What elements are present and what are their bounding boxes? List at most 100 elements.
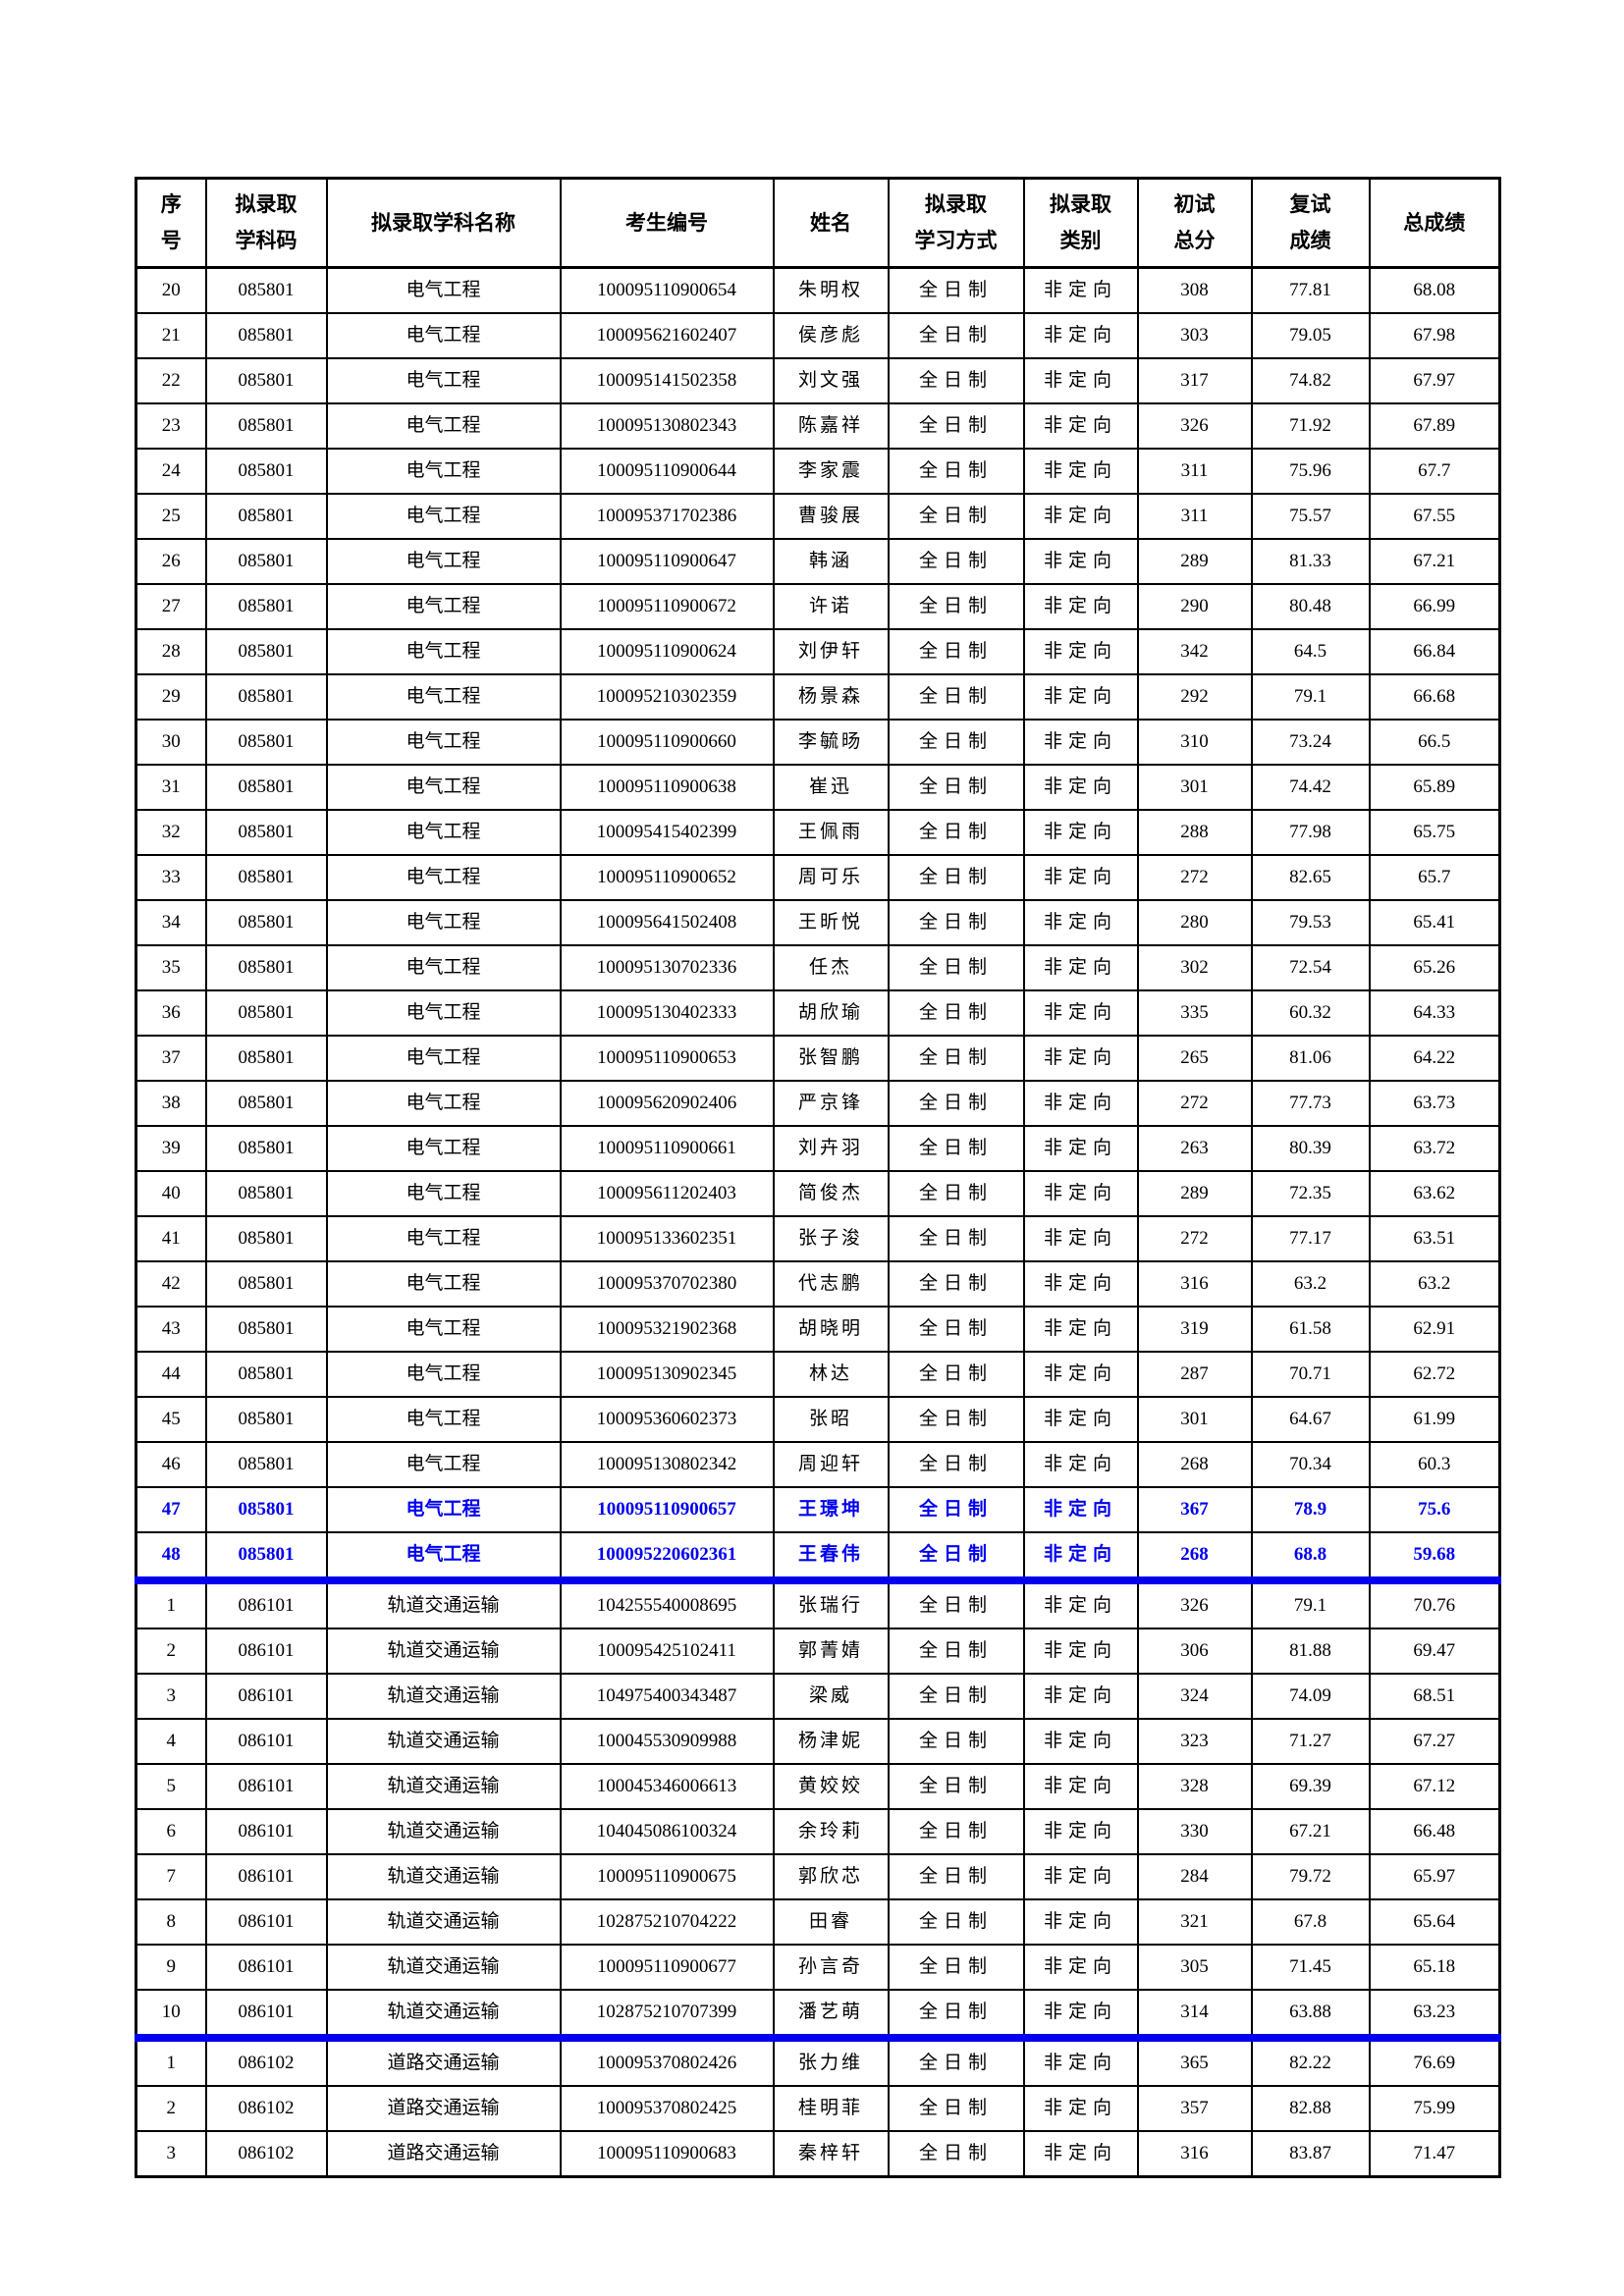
table-body: 20 085801 电气工程 100095110900654 朱明权 全日制 非… — [135, 266, 1501, 2178]
cell-category: 非定向 — [1022, 357, 1139, 404]
cell-total-score: 67.55 — [1368, 493, 1501, 540]
cell-total-score: 67.12 — [1368, 1763, 1501, 1810]
cell-study-mode: 全日制 — [887, 1441, 1025, 1488]
cell-name: 曹骏展 — [772, 493, 890, 540]
cell-study-mode: 全日制 — [887, 538, 1025, 585]
header-retest-score: 复试 成绩 — [1250, 177, 1371, 269]
table-row: 35 085801 电气工程 100095130702336 任杰 全日制 非定… — [135, 944, 1501, 991]
cell-candidate-no: 100095321902368 — [559, 1306, 775, 1353]
cell-total-score: 66.99 — [1368, 583, 1501, 630]
cell-subject-name: 电气工程 — [325, 1306, 562, 1353]
table-row: 1 086101 轨道交通运输 104255540008695 张瑞行 全日制 … — [135, 1576, 1501, 1629]
cell-candidate-no: 102875210704222 — [559, 1898, 775, 1946]
cell-retest-score: 80.39 — [1250, 1125, 1371, 1172]
cell-subject-code: 085801 — [204, 1125, 328, 1172]
table-row: 45 085801 电气工程 100095360602373 张昭 全日制 非定… — [135, 1396, 1501, 1443]
header-subject-name: 拟录取学科名称 — [325, 177, 562, 269]
table-row: 27 085801 电气工程 100095110900672 许诺 全日制 非定… — [135, 583, 1501, 630]
cell-subject-name: 道路交通运输 — [325, 2034, 562, 2087]
cell-subject-name: 电气工程 — [325, 989, 562, 1037]
cell-candidate-no: 100095110900644 — [559, 448, 775, 495]
cell-study-mode: 全日制 — [887, 1486, 1025, 1533]
cell-initial-score: 323 — [1136, 1718, 1253, 1765]
cell-category: 非定向 — [1022, 1673, 1139, 1720]
cell-study-mode: 全日制 — [887, 1628, 1025, 1675]
cell-initial-score: 311 — [1136, 448, 1253, 495]
cell-category: 非定向 — [1022, 402, 1139, 450]
table-row: 10 086101 轨道交通运输 102875210707399 潘艺萌 全日制… — [135, 1989, 1501, 2039]
cell-name: 李毓旸 — [772, 719, 890, 766]
header-name: 姓名 — [772, 177, 890, 269]
cell-subject-code: 085801 — [204, 538, 328, 585]
table-row: 28 085801 电气工程 100095110900624 刘伊轩 全日制 非… — [135, 628, 1501, 675]
cell-initial-score: 305 — [1136, 1944, 1253, 1991]
cell-category: 非定向 — [1022, 1763, 1139, 1810]
cell-category: 非定向 — [1022, 673, 1139, 721]
cell-retest-score: 72.54 — [1250, 944, 1371, 991]
cell-name: 严京锋 — [772, 1080, 890, 1127]
cell-initial-score: 289 — [1136, 538, 1253, 585]
cell-name: 刘伊轩 — [772, 628, 890, 675]
cell-initial-score: 311 — [1136, 493, 1253, 540]
cell-retest-score: 72.35 — [1250, 1170, 1371, 1217]
cell-initial-score: 365 — [1136, 2034, 1253, 2087]
cell-subject-code: 086101 — [204, 1718, 328, 1765]
cell-retest-score: 79.53 — [1250, 899, 1371, 946]
cell-retest-score: 60.32 — [1250, 989, 1371, 1037]
cell-subject-name: 电气工程 — [325, 402, 562, 450]
cell-candidate-no: 100045530909988 — [559, 1718, 775, 1765]
cell-name: 简俊杰 — [772, 1170, 890, 1217]
cell-retest-score: 64.5 — [1250, 628, 1371, 675]
cell-study-mode: 全日制 — [887, 266, 1025, 314]
cell-seq: 1 — [135, 1576, 207, 1629]
cell-initial-score: 280 — [1136, 899, 1253, 946]
cell-total-score: 61.99 — [1368, 1396, 1501, 1443]
cell-subject-code: 086101 — [204, 1898, 328, 1946]
cell-seq: 28 — [135, 628, 207, 675]
cell-subject-name: 电气工程 — [325, 719, 562, 766]
cell-study-mode: 全日制 — [887, 448, 1025, 495]
cell-category: 非定向 — [1022, 809, 1139, 856]
table-row: 20 085801 电气工程 100095110900654 朱明权 全日制 非… — [135, 266, 1501, 314]
table-row: 33 085801 电气工程 100095110900652 周可乐 全日制 非… — [135, 854, 1501, 901]
table-row: 44 085801 电气工程 100095130902345 林达 全日制 非定… — [135, 1351, 1501, 1398]
cell-candidate-no: 100095110900624 — [559, 628, 775, 675]
cell-retest-score: 77.98 — [1250, 809, 1371, 856]
cell-study-mode: 全日制 — [887, 854, 1025, 901]
cell-total-score: 65.89 — [1368, 764, 1501, 811]
cell-category: 非定向 — [1022, 1853, 1139, 1900]
cell-subject-name: 电气工程 — [325, 1351, 562, 1398]
cell-seq: 26 — [135, 538, 207, 585]
cell-study-mode: 全日制 — [887, 1351, 1025, 1398]
cell-retest-score: 67.8 — [1250, 1898, 1371, 1946]
cell-name: 许诺 — [772, 583, 890, 630]
cell-seq: 8 — [135, 1898, 207, 1946]
cell-category: 非定向 — [1022, 944, 1139, 991]
table-row: 46 085801 电气工程 100095130802342 周迎轩 全日制 非… — [135, 1441, 1501, 1488]
cell-subject-code: 085801 — [204, 402, 328, 450]
cell-retest-score: 73.24 — [1250, 719, 1371, 766]
cell-name: 周可乐 — [772, 854, 890, 901]
cell-seq: 20 — [135, 266, 207, 314]
cell-candidate-no: 100095371702386 — [559, 493, 775, 540]
cell-candidate-no: 100095130802343 — [559, 402, 775, 450]
cell-name: 杨津妮 — [772, 1718, 890, 1765]
cell-name: 王佩雨 — [772, 809, 890, 856]
table-row: 36 085801 电气工程 100095130402333 胡欣瑜 全日制 非… — [135, 989, 1501, 1037]
cell-total-score: 63.72 — [1368, 1125, 1501, 1172]
cell-category: 非定向 — [1022, 448, 1139, 495]
cell-candidate-no: 100095130702336 — [559, 944, 775, 991]
cell-seq: 24 — [135, 448, 207, 495]
cell-subject-code: 085801 — [204, 1170, 328, 1217]
cell-study-mode: 全日制 — [887, 357, 1025, 404]
cell-subject-code: 086101 — [204, 1808, 328, 1855]
cell-retest-score: 74.09 — [1250, 1673, 1371, 1720]
cell-name: 李家震 — [772, 448, 890, 495]
cell-seq: 34 — [135, 899, 207, 946]
cell-subject-code: 085801 — [204, 1306, 328, 1353]
cell-candidate-no: 100095141502358 — [559, 357, 775, 404]
cell-candidate-no: 100095370802425 — [559, 2085, 775, 2132]
cell-seq: 22 — [135, 357, 207, 404]
cell-subject-code: 085801 — [204, 989, 328, 1037]
cell-initial-score: 357 — [1136, 2085, 1253, 2132]
